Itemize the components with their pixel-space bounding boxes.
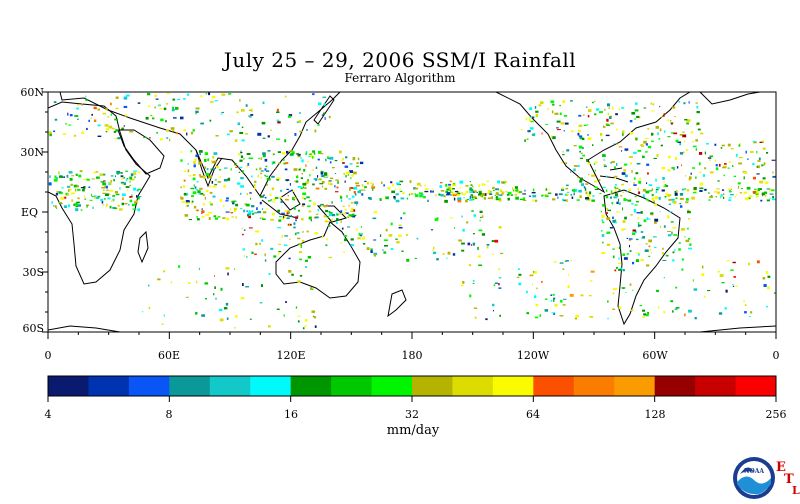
colorbar-swatch: [533, 376, 575, 396]
longitude-axis: 0 60E 120E 180 120W 60W 0: [45, 349, 780, 362]
map-background: [48, 92, 776, 332]
lat-label-30n: 30N: [20, 146, 44, 159]
noaa-logo-icon: NOAA: [733, 457, 775, 499]
colorbar: [48, 376, 777, 396]
colorbar-swatch: [209, 376, 251, 396]
latitude-axis: 60N 30N EQ 30S 60S: [20, 86, 44, 335]
lat-label-60s: 60S: [22, 322, 44, 335]
noaa-logo-text: NOAA: [744, 468, 764, 475]
colorbar-swatch: [169, 376, 211, 396]
colorbar-swatch: [290, 376, 332, 396]
lon-label-0-left: 0: [45, 349, 52, 362]
lat-label-eq: EQ: [21, 206, 38, 219]
colorbar-swatch: [331, 376, 373, 396]
colorbar-swatch: [48, 376, 89, 396]
new-zealand-outline: [387, 289, 407, 318]
lon-label-120e: 120E: [276, 349, 305, 362]
antarctica-outline: [48, 325, 776, 332]
colorbar-label-256: 256: [766, 408, 787, 421]
colorbar-label-64: 64: [526, 408, 540, 421]
colorbar-tick-labels: 4 8 16 32 64 128 256: [45, 408, 787, 421]
colorbar-label-16: 16: [284, 408, 298, 421]
lon-label-0-right: 0: [773, 349, 780, 362]
colorbar-label-128: 128: [645, 408, 666, 421]
colorbar-units: mm/day: [386, 423, 440, 438]
eurasia-outline: [59, 92, 341, 197]
colorbar-swatch: [452, 376, 494, 396]
etl-letter-e: E: [776, 460, 786, 475]
colorbar-ticks: [47, 396, 777, 402]
etl-letter-l: L: [792, 484, 800, 497]
map-subtitle: Ferraro Algorithm: [344, 71, 456, 85]
lat-label-60n: 60N: [20, 86, 44, 99]
arabia-outline: [117, 129, 165, 175]
latitude-ticks: [42, 91, 48, 333]
noaa-logo: NOAA: [732, 456, 776, 504]
colorbar-label-8: 8: [166, 408, 173, 421]
lon-label-60w: 60W: [642, 349, 668, 362]
colorbar-swatch: [492, 376, 534, 396]
colorbar-swatch: [371, 376, 413, 396]
colorbar-swatch: [88, 376, 130, 396]
australia-outline: [275, 221, 361, 299]
greenland-outline: [699, 92, 761, 105]
colorbar-swatch: [614, 376, 656, 396]
colorbar-swatch: [654, 376, 696, 396]
lat-label-30s: 30S: [22, 266, 44, 279]
colorbar-label-4: 4: [45, 408, 52, 421]
colorbar-swatch: [695, 376, 737, 396]
continent-outlines: [48, 92, 776, 332]
japan-outline: [313, 95, 335, 125]
colorbar-swatch: [735, 376, 777, 396]
colorbar-swatch: [250, 376, 292, 396]
rainfall-field: [48, 92, 776, 330]
lon-label-120w: 120W: [517, 349, 550, 362]
madagascar-outline: [137, 230, 149, 264]
south-america-outline: [603, 189, 681, 326]
north-america-outline: [495, 92, 691, 194]
lon-label-180: 180: [402, 349, 423, 362]
etl-letter-t: T: [784, 472, 794, 487]
colorbar-swatch: [412, 376, 453, 396]
map-title: July 25 – 29, 2006 SSM/I Rainfall: [223, 48, 577, 72]
colorbar-swatch: [573, 376, 615, 396]
longitude-ticks: [47, 332, 777, 339]
colorbar-label-32: 32: [405, 408, 419, 421]
lon-label-60e: 60E: [158, 349, 180, 362]
colorbar-swatch: [128, 376, 170, 396]
